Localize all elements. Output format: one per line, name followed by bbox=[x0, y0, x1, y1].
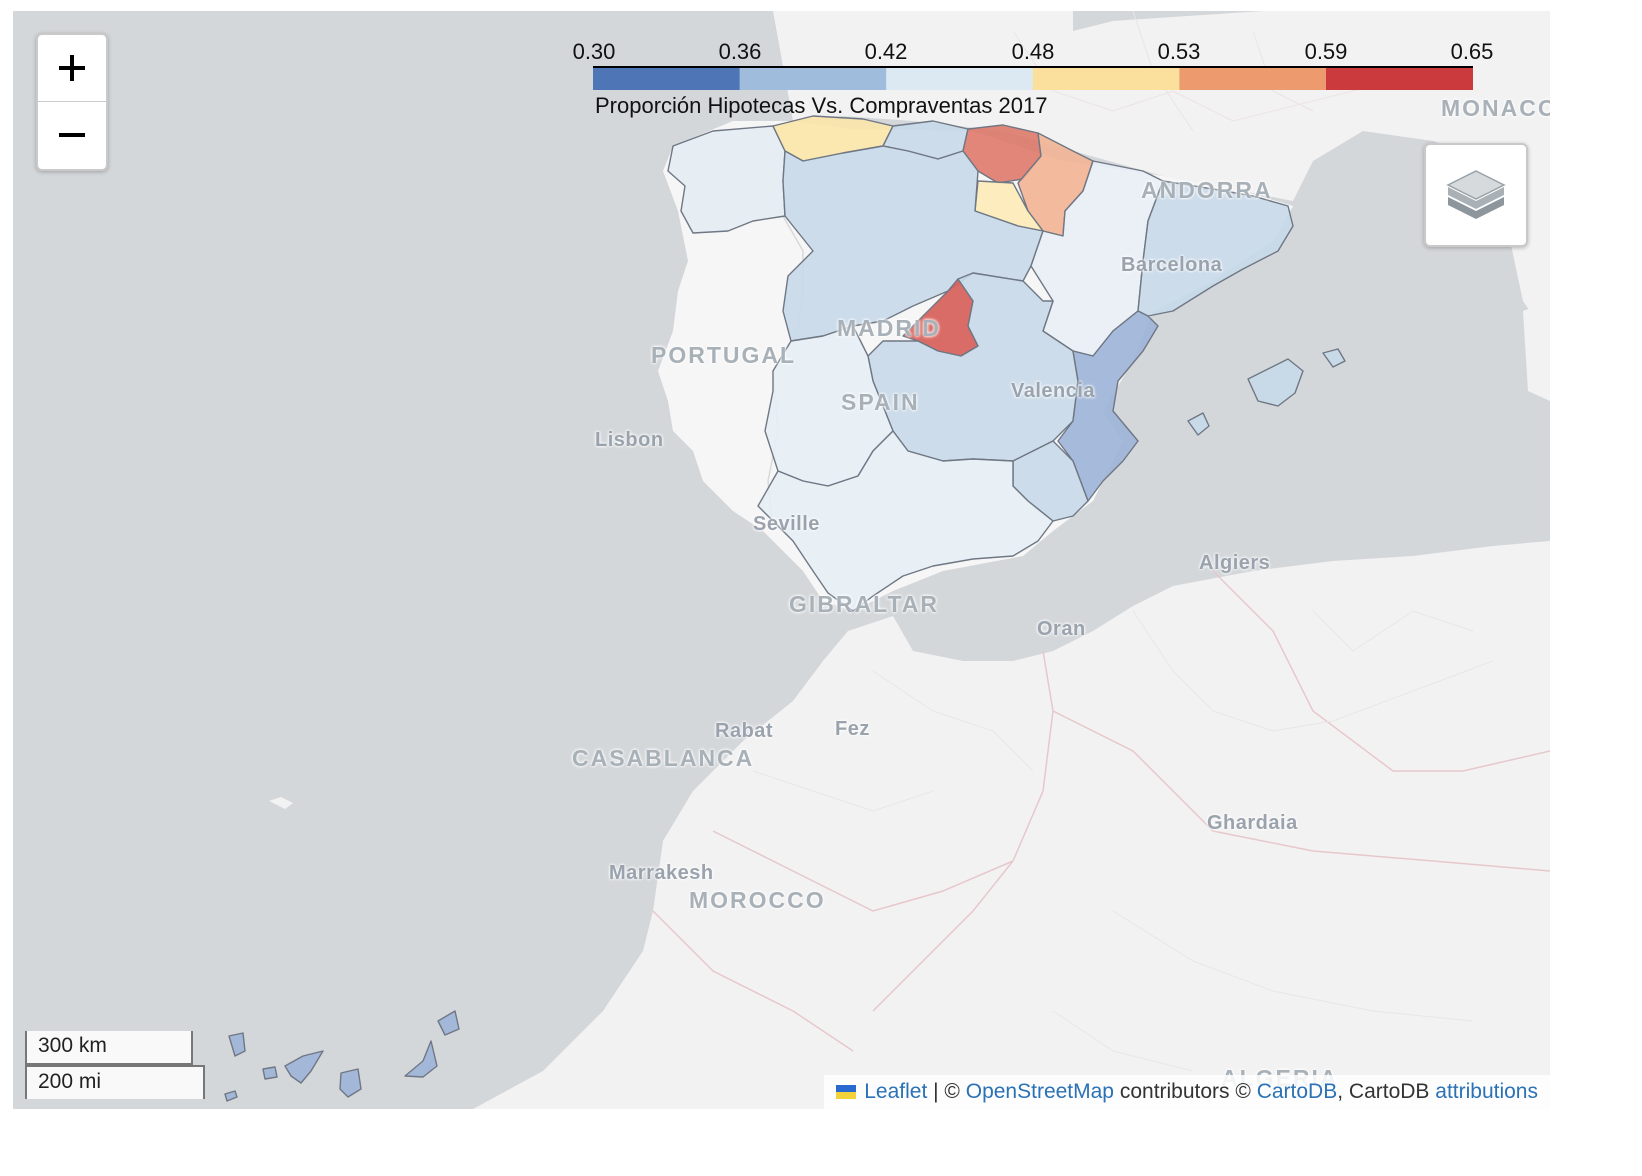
legend-color-segment bbox=[593, 68, 741, 90]
legend-color-segment bbox=[739, 68, 887, 90]
legend-color-segment bbox=[1032, 68, 1180, 90]
legend-tick: 0.42 bbox=[864, 39, 908, 64]
layers-control-button[interactable] bbox=[1424, 143, 1528, 247]
place-label: CASABLANCA bbox=[572, 745, 755, 771]
minus-icon bbox=[59, 133, 85, 137]
scale-km: 300 km bbox=[25, 1031, 193, 1065]
zoom-in-button[interactable] bbox=[38, 35, 106, 101]
layers-icon bbox=[1446, 170, 1506, 219]
map-viewport[interactable]: 0.30 0.36 0.42 0.48 0.53 0.59 0.65 Propo… bbox=[13, 11, 1550, 1109]
zoom-out-button[interactable] bbox=[38, 101, 106, 168]
legend-caption: Proporción Hipotecas Vs. Compraventas 20… bbox=[595, 93, 1048, 118]
cartodb-link[interactable]: CartoDB bbox=[1256, 1080, 1338, 1103]
region-galicia[interactable] bbox=[667, 125, 786, 234]
place-label: Barcelona bbox=[1121, 254, 1223, 276]
legend-tick: 0.36 bbox=[718, 39, 762, 64]
plus-icon bbox=[59, 55, 85, 81]
place-label: MONACO bbox=[1441, 95, 1550, 121]
place-label: Marrakesh bbox=[609, 862, 714, 884]
legend-tick: 0.53 bbox=[1157, 39, 1201, 64]
attribution-text: | © bbox=[927, 1080, 966, 1103]
attribution-text: , CartoDB bbox=[1337, 1080, 1436, 1103]
leaflet-link[interactable]: Leaflet bbox=[864, 1080, 928, 1103]
place-label: PORTUGAL bbox=[651, 342, 797, 368]
region-baleares[interactable] bbox=[1187, 348, 1346, 436]
place-label: ANDORRA bbox=[1141, 177, 1273, 203]
region-cataluna[interactable] bbox=[1137, 180, 1294, 317]
legend-tick: 0.59 bbox=[1304, 39, 1348, 64]
place-label: Seville bbox=[753, 513, 820, 535]
zoom-control bbox=[36, 33, 108, 171]
africa-land bbox=[473, 541, 1550, 1109]
place-label: SPAIN bbox=[841, 389, 920, 415]
attribution-text: contributors © bbox=[1114, 1080, 1257, 1103]
region-andalucia[interactable] bbox=[757, 430, 1054, 612]
place-label: Rabat bbox=[715, 720, 774, 742]
legend-color-segment bbox=[1326, 68, 1473, 90]
france-land bbox=[773, 11, 1550, 201]
osm-link[interactable]: OpenStreetMap bbox=[965, 1080, 1114, 1103]
place-label: Fez bbox=[835, 718, 870, 740]
scale-mi: 200 mi bbox=[25, 1065, 205, 1099]
ukraine-flag-icon bbox=[836, 1085, 857, 1100]
place-label: MOROCCO bbox=[689, 887, 826, 913]
attribution: Leaflet | © OpenStreetMap contributors ©… bbox=[824, 1075, 1550, 1109]
basemap bbox=[13, 11, 1550, 1109]
attributions-link[interactable]: attributions bbox=[1435, 1080, 1538, 1103]
region-canarias[interactable] bbox=[224, 1010, 460, 1102]
legend-tick: 0.48 bbox=[1011, 39, 1055, 64]
place-label: GIBRALTAR bbox=[789, 591, 940, 617]
legend-color-segment bbox=[886, 68, 1034, 90]
legend-color-segment bbox=[1179, 68, 1327, 90]
place-label: Lisbon bbox=[595, 429, 664, 451]
legend-tick: 0.65 bbox=[1450, 39, 1494, 64]
region-valencia[interactable] bbox=[1057, 310, 1159, 502]
place-label: Algiers bbox=[1199, 552, 1271, 574]
place-label: MADRID bbox=[837, 315, 941, 341]
place-label: Ghardaia bbox=[1207, 812, 1298, 834]
place-label: Oran bbox=[1037, 618, 1086, 640]
legend-colorbar bbox=[593, 66, 1473, 90]
place-label: Valencia bbox=[1011, 380, 1096, 402]
legend-tick: 0.30 bbox=[572, 39, 616, 64]
